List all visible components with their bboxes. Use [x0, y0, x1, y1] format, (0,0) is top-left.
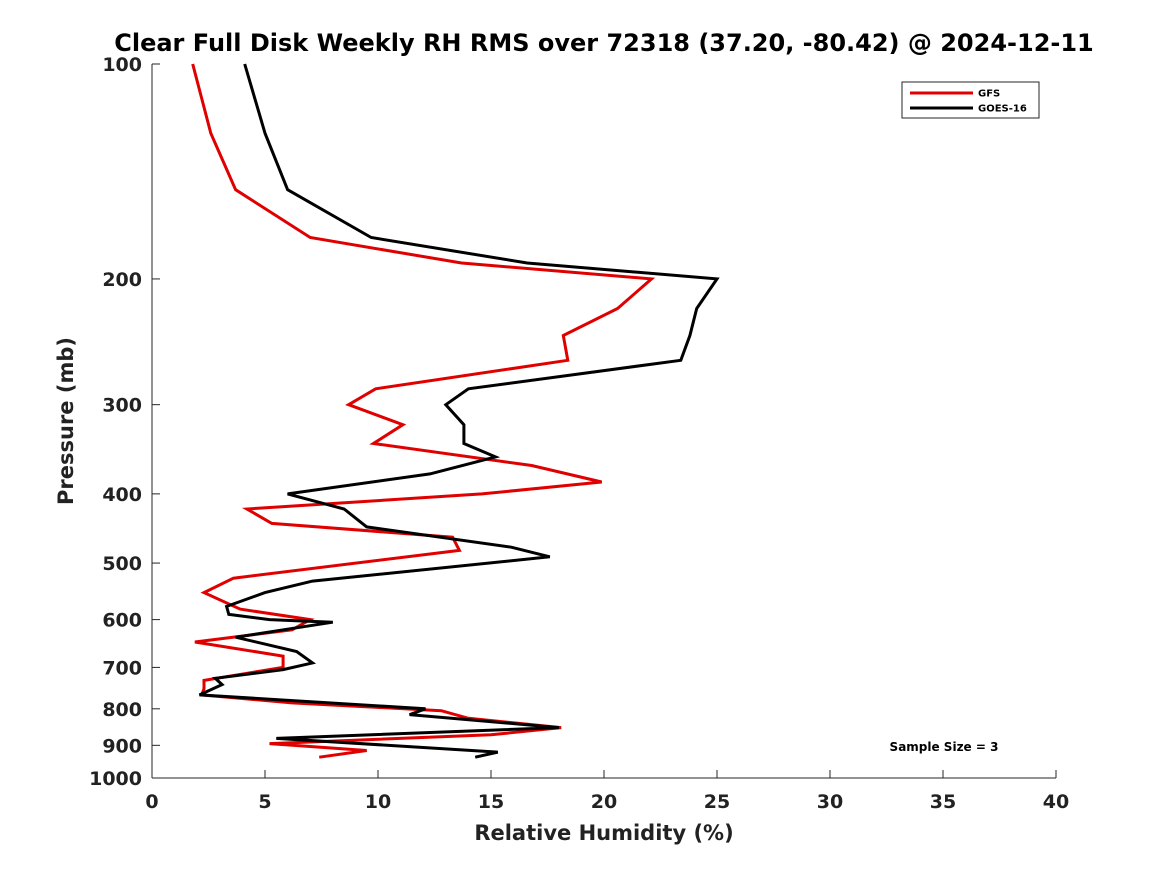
x-axis-label: Relative Humidity (%) — [474, 821, 733, 845]
x-tick-label: 40 — [1043, 791, 1069, 813]
legend: GFS GOES-16 — [901, 81, 1040, 119]
series-layer — [191, 63, 720, 759]
x-tick-label: 35 — [930, 791, 956, 813]
series-line-goes-16 — [198, 63, 720, 759]
y-tick-label: 800 — [102, 699, 142, 721]
y-tick-label: 400 — [102, 484, 142, 506]
legend-label: GFS — [978, 89, 1000, 100]
x-tick-label: 30 — [817, 791, 843, 813]
plot-area — [151, 64, 1056, 779]
series-line-gfs — [191, 63, 656, 759]
y-tick-label: 100 — [102, 54, 142, 76]
x-tick-label: 15 — [478, 791, 504, 813]
y-tick-label: 700 — [102, 657, 142, 679]
x-tick-label: 20 — [591, 791, 617, 813]
y-ticks: 100 200 300 400 500 600 700 800 900 1000 — [89, 54, 160, 790]
x-tick-label: 0 — [145, 791, 158, 813]
x-tick-label: 10 — [365, 791, 391, 813]
y-tick-label: 200 — [102, 269, 142, 291]
y-tick-label: 500 — [102, 553, 142, 575]
y-axis-label: Pressure (mb) — [54, 337, 78, 505]
y-tick-label: 300 — [102, 395, 142, 417]
x-ticks: 0 5 10 15 20 25 30 35 40 — [145, 770, 1069, 813]
legend-label: GOES-16 — [978, 104, 1027, 115]
chart-title: Clear Full Disk Weekly RH RMS over 72318… — [114, 29, 1094, 57]
sample-size-annotation: Sample Size = 3 — [890, 740, 999, 754]
x-tick-label: 25 — [704, 791, 730, 813]
y-tick-label: 600 — [102, 610, 142, 632]
x-tick-label: 5 — [258, 791, 271, 813]
y-tick-label: 1000 — [89, 768, 142, 790]
legend-box — [901, 81, 1040, 119]
y-tick-label: 900 — [102, 735, 142, 757]
